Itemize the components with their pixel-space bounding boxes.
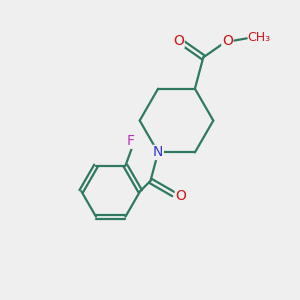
Text: CH₃: CH₃	[248, 31, 271, 44]
Text: F: F	[127, 134, 134, 148]
Text: O: O	[175, 189, 186, 202]
Text: N: N	[153, 146, 163, 159]
Text: O: O	[222, 34, 233, 48]
Text: O: O	[173, 34, 184, 48]
